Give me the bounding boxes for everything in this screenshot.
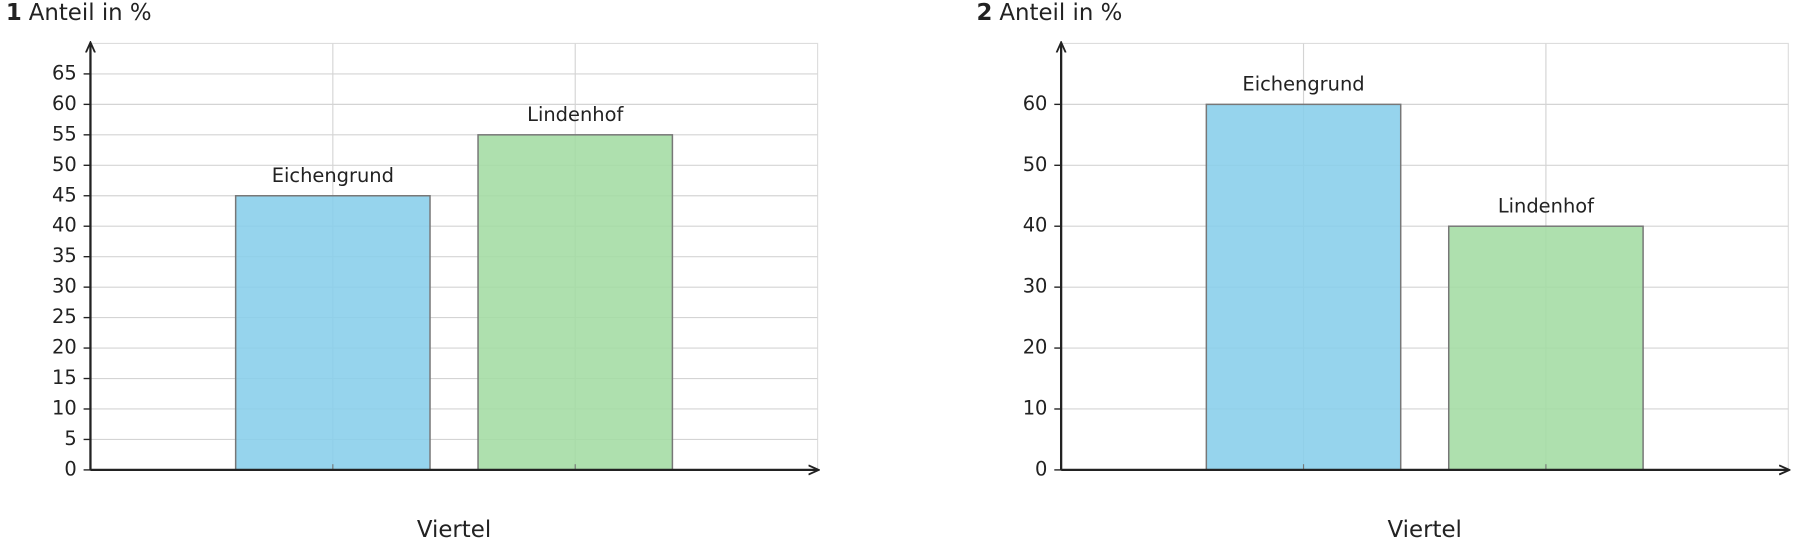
y-tick-label: 0 bbox=[64, 457, 76, 480]
y-tick-label: 30 bbox=[1023, 275, 1048, 298]
category-label: Lindenhof bbox=[527, 103, 624, 126]
y-tick-label: 20 bbox=[52, 336, 77, 359]
y-tick-label: 45 bbox=[52, 183, 77, 206]
y-tick-label: 15 bbox=[52, 366, 77, 389]
y-tick-label: 10 bbox=[52, 396, 77, 419]
chart-number: 1 bbox=[6, 0, 22, 26]
y-tick-label: 25 bbox=[52, 305, 77, 328]
bar bbox=[1447, 225, 1644, 471]
chart-number: 2 bbox=[977, 0, 993, 26]
category-label: Eichengrund bbox=[1242, 72, 1364, 95]
y-tick-label: 5 bbox=[64, 427, 76, 450]
y-tick-label: 55 bbox=[52, 122, 77, 145]
y-tick-label: 60 bbox=[1023, 92, 1048, 115]
y-tick-label: 40 bbox=[52, 214, 77, 237]
chart-title: Anteil in % bbox=[999, 0, 1122, 26]
y-tick-label: 50 bbox=[1023, 153, 1048, 176]
category-label: Lindenhof bbox=[1498, 194, 1595, 217]
y-tick-label: 50 bbox=[52, 153, 77, 176]
bar bbox=[234, 195, 431, 471]
x-axis-label: Viertel bbox=[1388, 517, 1462, 543]
chart-title: Anteil in % bbox=[29, 0, 152, 26]
y-tick-label: 30 bbox=[52, 275, 77, 298]
category-label: Eichengrund bbox=[272, 164, 394, 187]
y-tick-label: 10 bbox=[1023, 396, 1048, 419]
y-tick-label: 35 bbox=[52, 244, 77, 267]
y-tick-label: 60 bbox=[52, 92, 77, 115]
y-tick-label: 65 bbox=[52, 61, 77, 84]
x-axis-label: Viertel bbox=[417, 517, 491, 543]
y-tick-label: 20 bbox=[1023, 336, 1048, 359]
y-tick-label: 0 bbox=[1035, 457, 1047, 480]
y-tick-label: 40 bbox=[1023, 214, 1048, 237]
bar bbox=[477, 134, 674, 471]
bar bbox=[1205, 103, 1402, 471]
plot-frame bbox=[1061, 42, 1789, 470]
